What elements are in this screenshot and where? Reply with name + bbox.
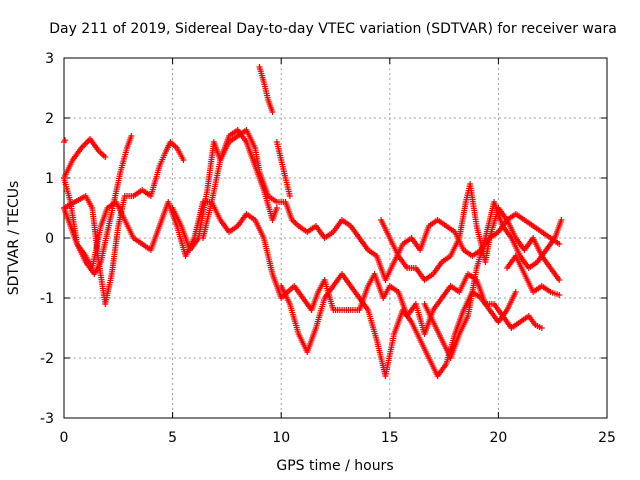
x-tick-label: 20 <box>489 430 507 446</box>
series-track-9 <box>273 139 293 199</box>
y-tick-label: 0 <box>45 231 54 247</box>
chart-title: Day 211 of 2019, Sidereal Day-to-day VTE… <box>49 21 617 37</box>
gridlines <box>64 58 607 418</box>
data-point <box>128 133 135 139</box>
x-tick-label: 25 <box>598 430 616 446</box>
data-point <box>538 325 545 331</box>
data-point <box>102 154 109 160</box>
x-tick-label: 15 <box>381 430 399 446</box>
series-track-4 <box>61 139 187 307</box>
series-track-8 <box>256 64 276 115</box>
series-track-12 <box>421 199 565 361</box>
series-track-1 <box>61 137 69 145</box>
data-point <box>180 157 187 163</box>
series-track-11 <box>378 181 563 283</box>
data-point <box>512 289 519 295</box>
x-tick-label: 0 <box>60 430 69 446</box>
x-tick-label: 5 <box>168 430 177 446</box>
x-axis-label: GPS time / hours <box>276 458 393 474</box>
data-point <box>556 241 563 247</box>
data-point <box>62 137 69 144</box>
series-track-6 <box>169 127 563 283</box>
data-point <box>558 217 565 223</box>
data-marks <box>61 64 565 379</box>
y-tick-label: 3 <box>45 51 54 67</box>
data-point <box>286 193 293 199</box>
y-tick-label: -1 <box>40 291 54 307</box>
y-tick-label: 2 <box>45 111 54 127</box>
data-point <box>556 292 563 298</box>
y-tick-label: 1 <box>45 171 54 187</box>
series-track-13 <box>504 253 563 298</box>
series-track-2 <box>61 136 109 181</box>
series-track-10 <box>278 271 519 379</box>
x-tick-label: 10 <box>272 430 290 446</box>
data-point <box>556 277 563 283</box>
data-point <box>269 109 276 115</box>
y-tick-label: -3 <box>40 411 54 427</box>
y-tick-label: -2 <box>40 351 54 367</box>
series-track-7 <box>200 127 280 241</box>
data-point <box>273 205 280 211</box>
tick-labels: 0 5 10 15 20 25 -3 -2 -1 0 1 2 3 <box>40 51 616 446</box>
y-axis-label: SDTVAR / TECUs <box>6 181 22 296</box>
